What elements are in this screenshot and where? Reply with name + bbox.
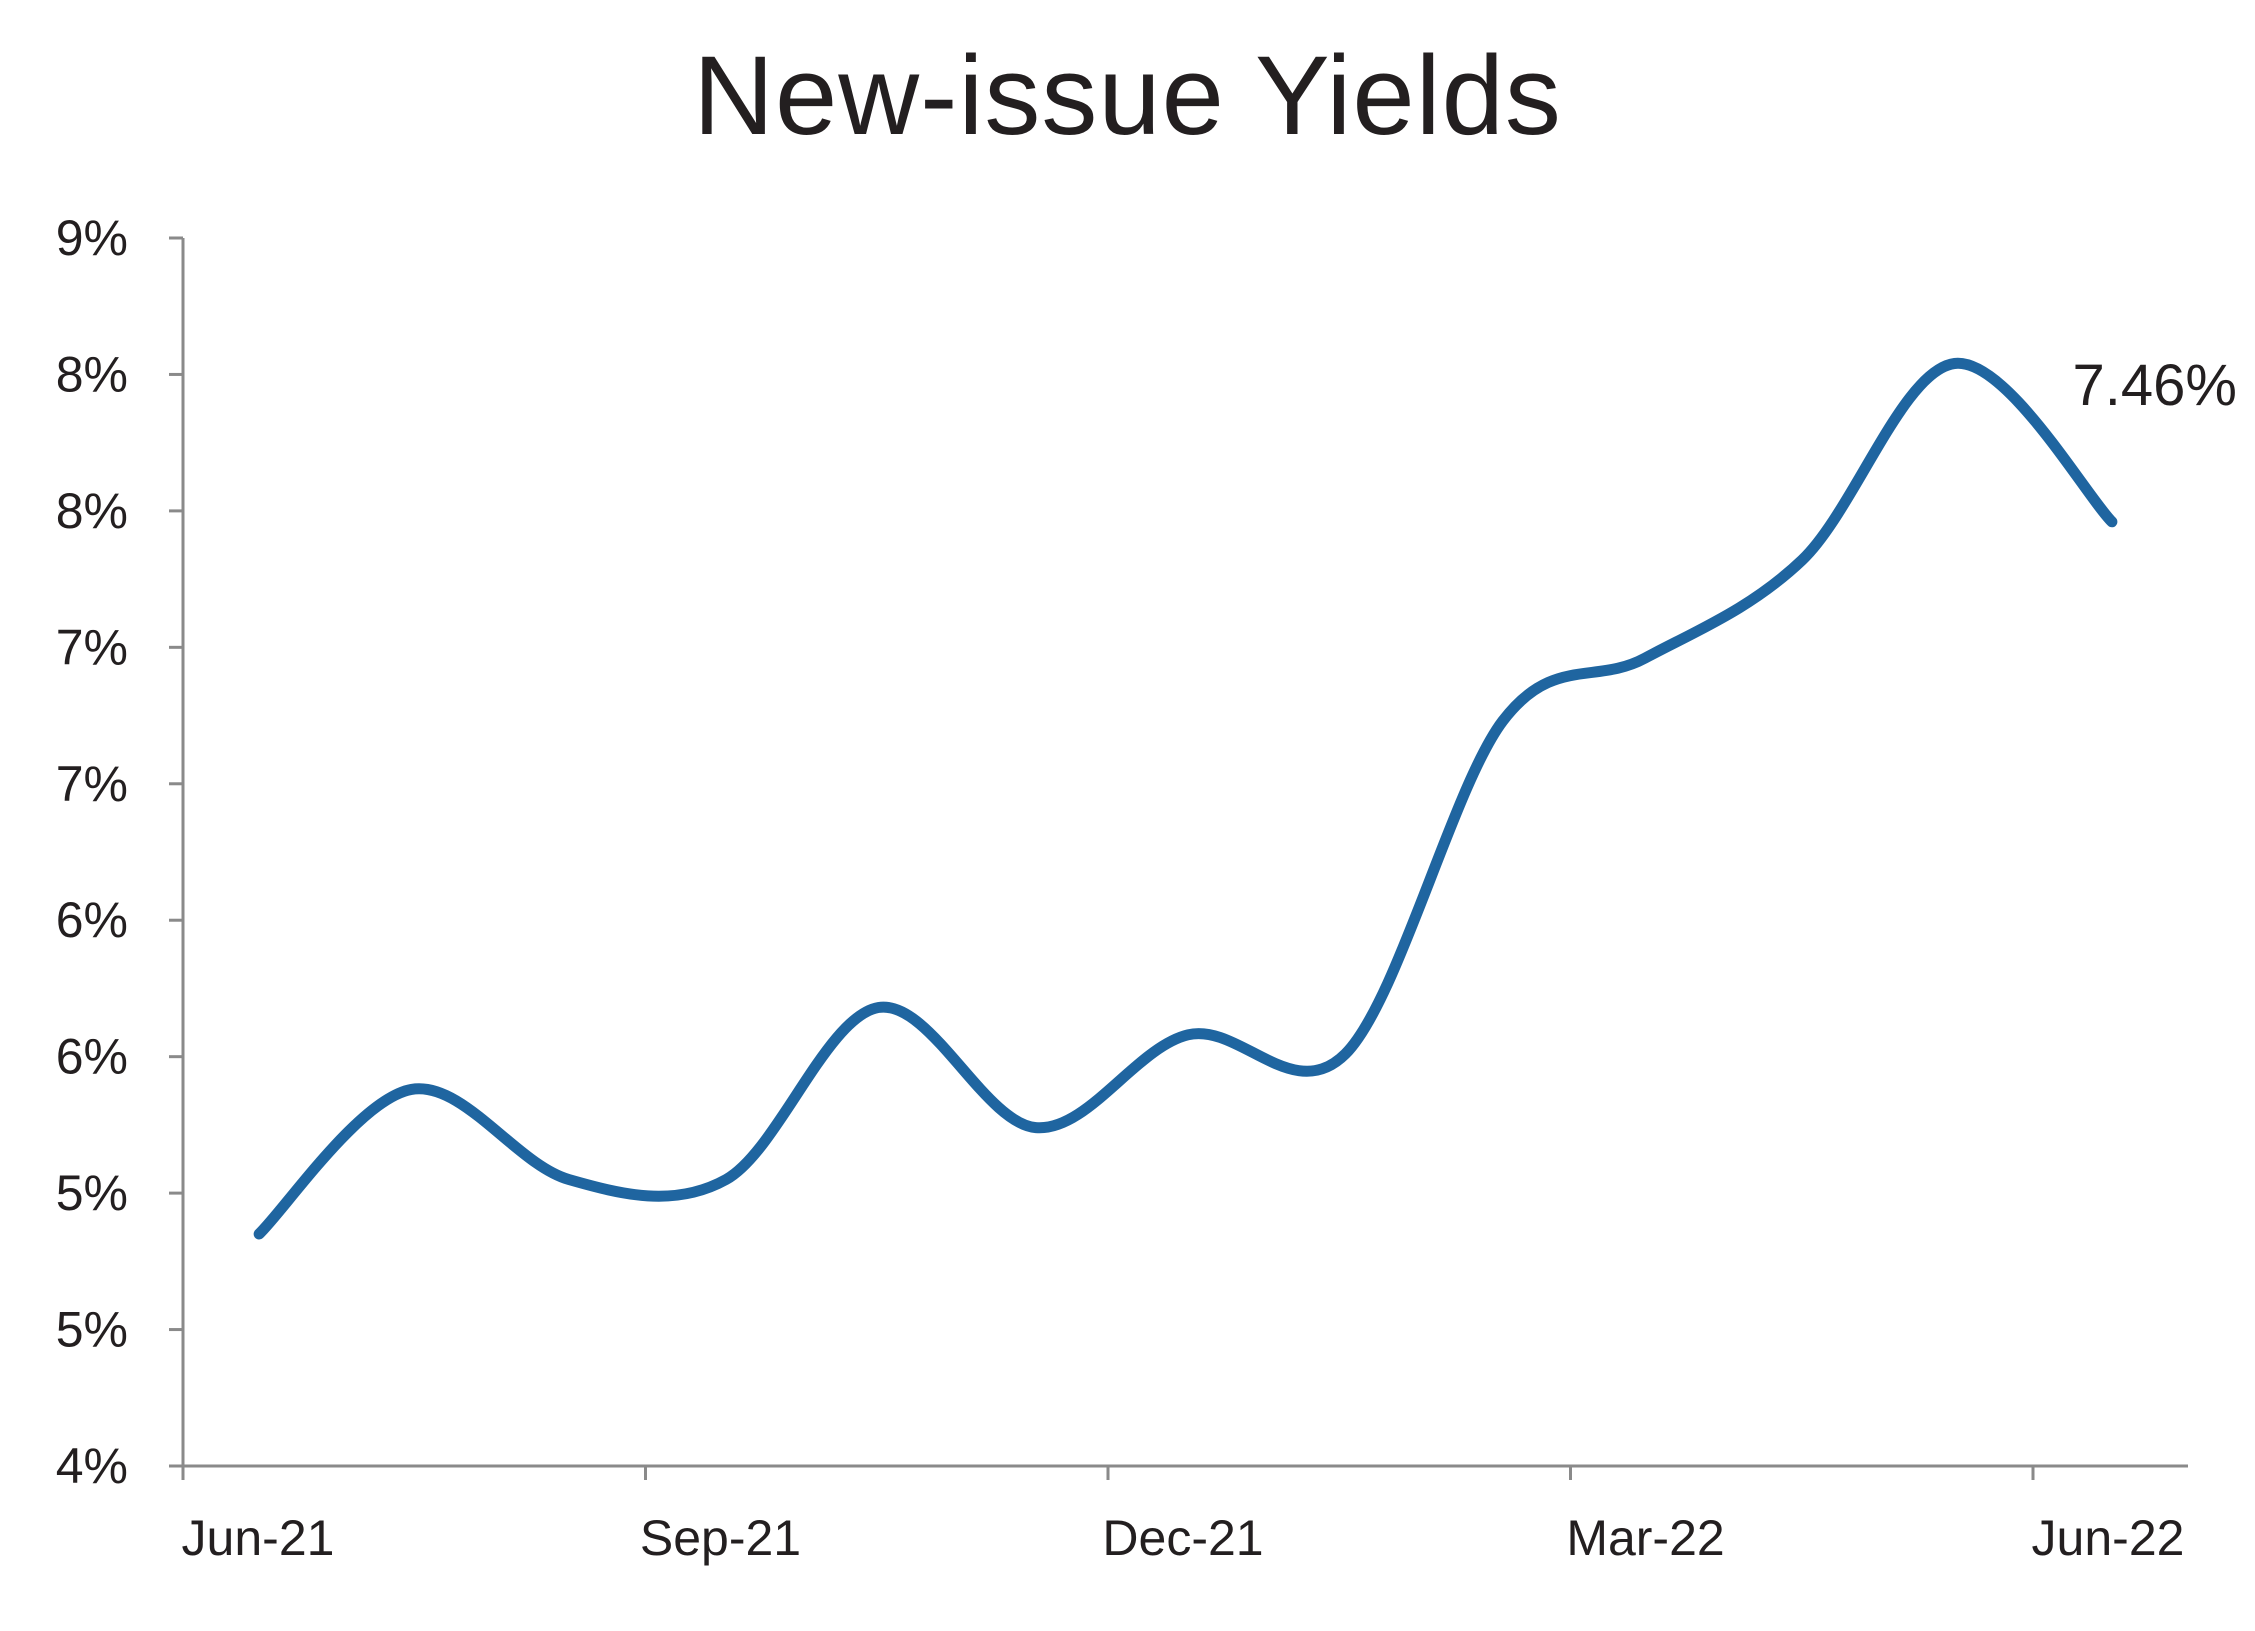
x-tick-label: Dec-21 bbox=[1102, 1510, 1263, 1566]
x-tick-label: Sep-21 bbox=[640, 1510, 801, 1566]
y-tick-label: 5% bbox=[56, 1165, 128, 1221]
y-tick-label: 7% bbox=[56, 619, 128, 675]
y-tick-label: 8% bbox=[56, 346, 128, 402]
series-group bbox=[253, 357, 2118, 1240]
y-tick-label: 8% bbox=[56, 483, 128, 539]
chart-title: New-issue Yields bbox=[693, 33, 1562, 158]
annotation-group: 7.46% bbox=[2073, 353, 2237, 418]
y-tick-label: 6% bbox=[56, 892, 128, 948]
series-line bbox=[253, 357, 2118, 1240]
y-tick-label: 6% bbox=[56, 1029, 128, 1085]
y-axis: 4% 5% 5% 6% 6% 7% 7% 8% 8% 9% bbox=[56, 210, 185, 1494]
x-axis: Jun-21 Sep-21 Dec-21 Mar-22 Jun-22 bbox=[181, 1464, 2188, 1566]
y-tick-label: 4% bbox=[56, 1438, 128, 1494]
y-tick-label: 5% bbox=[56, 1302, 128, 1358]
y-tick-label: 7% bbox=[56, 756, 128, 812]
last-value-label: 7.46% bbox=[2073, 353, 2237, 418]
y-tick-label: 9% bbox=[56, 210, 128, 266]
x-tick-label: Mar-22 bbox=[1566, 1510, 1724, 1566]
x-tick-label: Jun-22 bbox=[2032, 1510, 2185, 1566]
x-tick-label: Jun-21 bbox=[182, 1510, 335, 1566]
